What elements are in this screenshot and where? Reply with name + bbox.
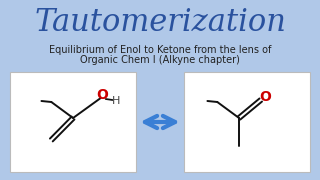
Bar [184,72,310,172]
Bar [10,72,136,172]
Text: H: H [112,96,121,106]
Text: Organic Chem I (Alkyne chapter): Organic Chem I (Alkyne chapter) [80,55,240,65]
Text: Tautomerization: Tautomerization [34,6,286,37]
Text: Equilibrium of Enol to Ketone from the lens of: Equilibrium of Enol to Ketone from the l… [49,45,271,55]
FancyArrowPatch shape [145,116,175,128]
Text: O: O [259,90,271,104]
Text: O: O [96,88,108,102]
